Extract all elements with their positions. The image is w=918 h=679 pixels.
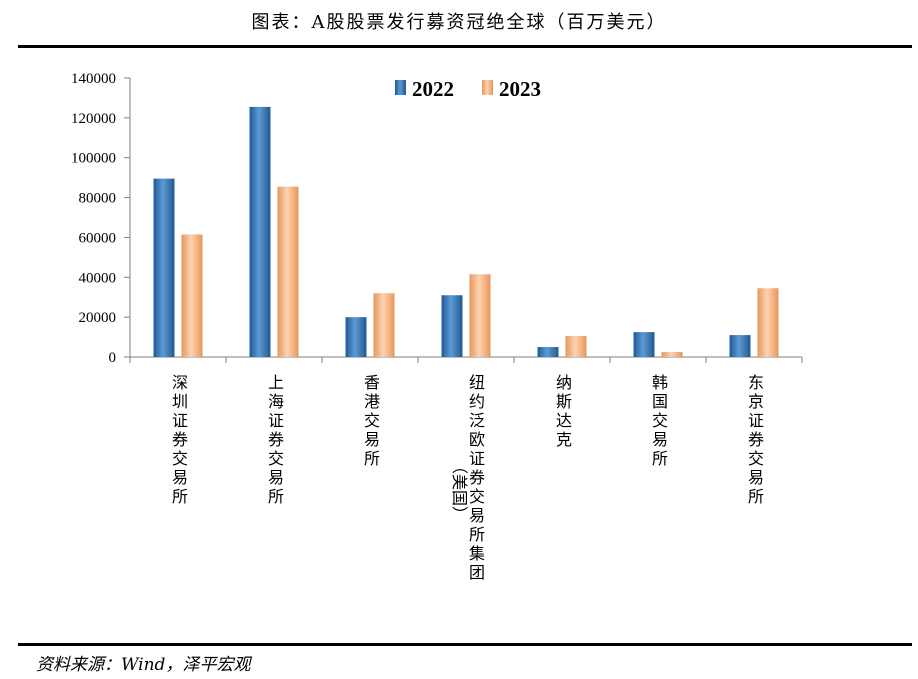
category-label-char: 证: [172, 411, 188, 430]
category-label-char: 所: [748, 487, 764, 506]
category-label-char: 所: [469, 525, 485, 544]
bottom-rule: [18, 643, 912, 646]
bar-2023-4: [469, 274, 491, 357]
bar-2022-6: [633, 332, 655, 357]
category-label-char: 易: [364, 430, 380, 449]
legend-label-2022: 2022: [412, 77, 454, 101]
category-label-char: 券: [172, 430, 188, 449]
category-label-char: 克: [556, 430, 572, 449]
y-tick-label: 120000: [71, 111, 116, 127]
category-label-char: 交: [469, 487, 485, 506]
y-tick-label: 0: [109, 350, 117, 366]
bar-2022-3: [345, 317, 367, 357]
bar-2023-3: [373, 293, 395, 357]
bar-2022-5: [537, 347, 559, 357]
bar-2023-6: [661, 352, 683, 357]
category-label-char: 交: [268, 449, 284, 468]
bar-2022-4: [441, 295, 463, 357]
category-label-char: 欧: [469, 430, 485, 449]
legend-swatch-2023: [482, 80, 493, 95]
y-tick-label: 20000: [79, 310, 117, 326]
category-label-char: 券: [268, 430, 284, 449]
category-label-char: 集: [469, 544, 485, 563]
category-label-char: 券: [469, 468, 485, 487]
category-label-char: 交: [652, 411, 668, 430]
category-label-char: 证: [469, 449, 485, 468]
source-note: 资料来源：Wind，泽平宏观: [36, 655, 251, 675]
category-label-char: 所: [364, 449, 380, 468]
bar-2023-7: [757, 288, 779, 357]
category-label-char: 交: [172, 449, 188, 468]
bar-2022-1: [153, 178, 175, 357]
category-label-char: 交: [364, 411, 380, 430]
category-label-char: 所: [172, 487, 188, 506]
category-label-char: 证: [268, 411, 284, 430]
y-tick-label: 100000: [71, 151, 116, 167]
bar-chart: 020000400006000080000100000120000140000 …: [71, 71, 803, 582]
y-tick-label: 80000: [79, 191, 117, 207]
bar-2022-7: [729, 335, 751, 357]
category-label-char: 深: [172, 373, 188, 392]
category-label-char: 国: [652, 392, 668, 411]
category-label-char: 交: [748, 449, 764, 468]
category-label-char: 达: [556, 411, 572, 430]
category-label-char: 所: [268, 487, 284, 506]
category-label-char: 纽: [469, 373, 485, 392]
category-label-char: 易: [748, 468, 764, 487]
bars: [153, 106, 779, 358]
category-sublabel: （美国）: [450, 458, 469, 522]
bar-2023-1: [181, 234, 203, 357]
x-axis: [129, 356, 803, 363]
y-tick-label: 60000: [79, 230, 117, 246]
bar-2023-5: [565, 336, 587, 357]
category-label-char: 上: [268, 373, 284, 392]
category-label-char: 易: [172, 468, 188, 487]
category-labels: 深圳证券交易所上海证券交易所香港交易所纽约泛欧证券交易所集团（美国）纳斯达克韩国…: [172, 373, 764, 582]
category-label-char: 所: [652, 449, 668, 468]
category-label-char: 易: [469, 506, 485, 525]
y-tick-label: 40000: [79, 270, 117, 286]
category-label-char: 泛: [469, 411, 485, 430]
category-label-char: 圳: [172, 392, 188, 411]
category-label-char: 易: [268, 468, 284, 487]
category-label-char: 京: [748, 392, 764, 411]
legend: 2022 2023: [395, 77, 541, 101]
category-label-char: 易: [652, 430, 668, 449]
category-label-char: 券: [748, 430, 764, 449]
page-title: 图表：A股股票发行募资冠绝全球（百万美元）: [251, 12, 667, 33]
y-axis: 0 20000 40000 60000 80000 100000 120000 140000: [71, 71, 131, 366]
bar-2022-2: [249, 106, 271, 358]
top-rule: [18, 45, 912, 48]
y-tick-label: 140000: [71, 71, 116, 87]
category-label-char: 东: [748, 373, 764, 392]
category-label-char: 韩: [652, 373, 668, 392]
legend-swatch-2022: [395, 80, 406, 95]
category-label-char: 证: [748, 411, 764, 430]
bar-2023-2: [277, 186, 299, 357]
category-label-char: 约: [469, 392, 485, 411]
category-label-char: 纳: [556, 373, 572, 392]
category-label-char: 港: [364, 392, 380, 411]
legend-label-2023: 2023: [499, 77, 541, 101]
category-label-char: 海: [268, 392, 284, 411]
category-label-char: 香: [364, 373, 380, 392]
category-label-char: 斯: [556, 392, 572, 411]
category-label-char: 团: [469, 563, 485, 582]
